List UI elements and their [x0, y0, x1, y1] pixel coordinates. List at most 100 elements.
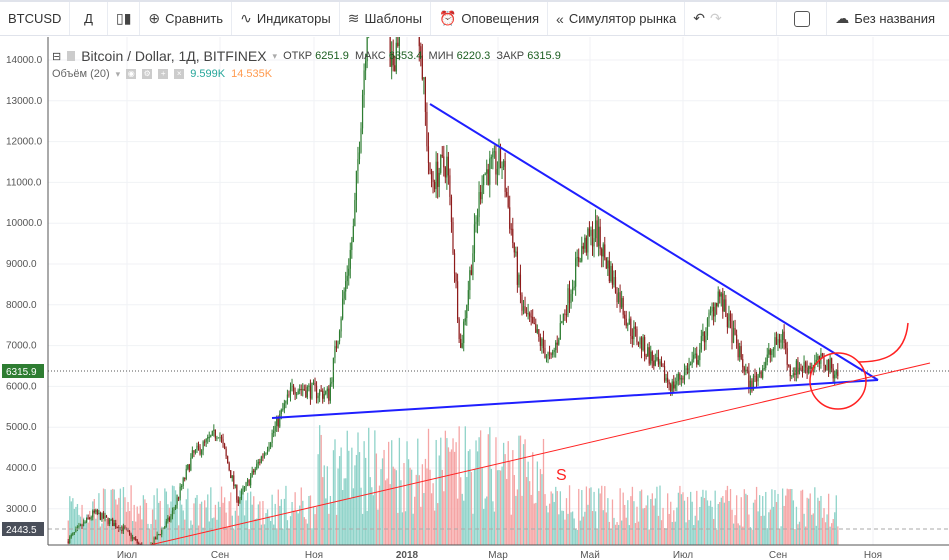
volume-bar: [240, 490, 243, 545]
candle-body: [427, 146, 430, 163]
upper-trendline[interactable]: [429, 103, 879, 381]
candle-body: [176, 497, 178, 506]
fullscreen-button[interactable]: [777, 2, 828, 35]
redo-icon[interactable]: ↷: [710, 10, 722, 26]
volume-bar: [506, 478, 508, 545]
volume-bar: [420, 506, 422, 545]
price-chart[interactable]: S 14000.0 13000.0 12000.0 11000.0 10000.0 900…: [0, 37, 949, 560]
volume-bar: [823, 508, 825, 545]
alerts-button[interactable]: ⏰ Оповещения: [431, 2, 549, 35]
candle-body: [490, 157, 492, 159]
candle-body: [323, 394, 325, 399]
volume-bar: [391, 440, 393, 545]
candle-body: [539, 336, 541, 346]
candle-body: [823, 356, 825, 366]
dropdown-icon[interactable]: ▾: [115, 68, 121, 79]
volume-bar: [535, 502, 537, 545]
candle-body: [314, 382, 316, 386]
symbol-button[interactable]: BTCUSD: [0, 2, 70, 35]
forecast-curve[interactable]: [857, 322, 909, 363]
volume-bar: [691, 501, 693, 545]
candle-body: [435, 161, 437, 190]
volume-bar: [147, 523, 149, 545]
compare-button[interactable]: ⊕ Сравнить: [140, 2, 233, 35]
candle-body: [452, 221, 454, 254]
eye-icon[interactable]: ◉: [126, 69, 137, 79]
candle-body: [512, 228, 514, 243]
candle-body: [78, 525, 80, 528]
volume-bar: [210, 487, 212, 545]
candle-body: [716, 303, 718, 307]
price-axis[interactable]: 14000.0 13000.0 12000.0 11000.0 10000.0 9000.…: [6, 55, 43, 515]
cloud-icon: ☁: [835, 10, 850, 26]
candle-body: [602, 244, 604, 257]
candle-body: [147, 548, 148, 549]
candle-body: [202, 441, 204, 451]
candle-body: [342, 298, 344, 319]
close-icon[interactable]: ×: [174, 69, 185, 79]
replay-button[interactable]: « Симулятор рынка: [548, 2, 686, 35]
volume-bar: [617, 524, 620, 545]
candle-body: [677, 373, 679, 382]
volume-bar: [824, 522, 827, 545]
dropdown-icon[interactable]: ▾: [272, 50, 278, 61]
candle-body: [303, 389, 305, 391]
volume-bar: [694, 515, 696, 545]
lower-trendline[interactable]: [271, 379, 879, 419]
candle-body: [228, 463, 230, 471]
candle-body: [762, 368, 764, 378]
candle-body: [729, 313, 732, 321]
volume-bar: [154, 519, 157, 545]
volume-bar: [734, 515, 736, 545]
candle-body: [504, 160, 506, 192]
volume-bar: [794, 529, 796, 545]
candle-body: [179, 486, 181, 498]
volume-bar: [499, 470, 502, 545]
candle-body: [463, 321, 465, 344]
symbol-title[interactable]: Bitcoin / Dollar, 1Д, BITFINEX: [81, 48, 267, 64]
volume-bar: [654, 498, 657, 545]
candle-body: [470, 270, 472, 275]
settings-icon[interactable]: ⚙: [142, 69, 153, 79]
volume-bar: [194, 497, 197, 545]
candle-body: [338, 331, 341, 342]
indicators-button[interactable]: ∿ Индикаторы: [232, 2, 340, 35]
volume-bar: [628, 525, 630, 545]
candle-body: [774, 337, 776, 350]
collapse-icon[interactable]: ⊟: [52, 50, 62, 63]
volume-bar: [466, 477, 468, 545]
interval-button[interactable]: Д: [70, 2, 108, 35]
templates-label: Шаблоны: [364, 11, 422, 26]
candle-body: [260, 456, 262, 463]
volume-bar: [268, 516, 270, 545]
save-layout-button[interactable]: ☁ Без названия: [827, 2, 943, 35]
volume-bar: [260, 524, 263, 545]
volume-bar: [450, 449, 453, 545]
price-tick: 12000.0: [6, 137, 43, 148]
highlight-circle[interactable]: [809, 352, 867, 410]
volume-bar: [751, 529, 753, 545]
volume-bar: [590, 487, 592, 545]
time-axis[interactable]: Июл Сен Ноя 2018 Мар Май Июл Сен Ноя: [117, 550, 882, 560]
candle-body: [501, 166, 503, 168]
candle-body: [795, 360, 797, 375]
candle-body: [282, 409, 284, 411]
volume-bar: [394, 468, 396, 545]
templates-button[interactable]: ≋ Шаблоны: [340, 2, 431, 35]
volume-bar: [837, 526, 839, 545]
volume-label[interactable]: Объём (20): [52, 68, 110, 80]
indicator-wave-icon: ∿: [240, 10, 252, 26]
chart-type-button[interactable]: ▯▮: [108, 2, 141, 35]
plus-icon[interactable]: +: [158, 69, 169, 79]
candle-body: [363, 70, 365, 95]
volume-bar: [726, 485, 729, 545]
volume-bar: [400, 480, 402, 545]
support-trendline[interactable]: [149, 362, 931, 545]
candle-body: [432, 179, 434, 183]
undo-icon[interactable]: ↶: [693, 10, 705, 26]
candle-body: [527, 313, 529, 315]
volume-bar: [624, 504, 626, 545]
candle-body: [777, 339, 779, 345]
candle-body: [702, 331, 704, 336]
volume-bar: [614, 524, 617, 545]
